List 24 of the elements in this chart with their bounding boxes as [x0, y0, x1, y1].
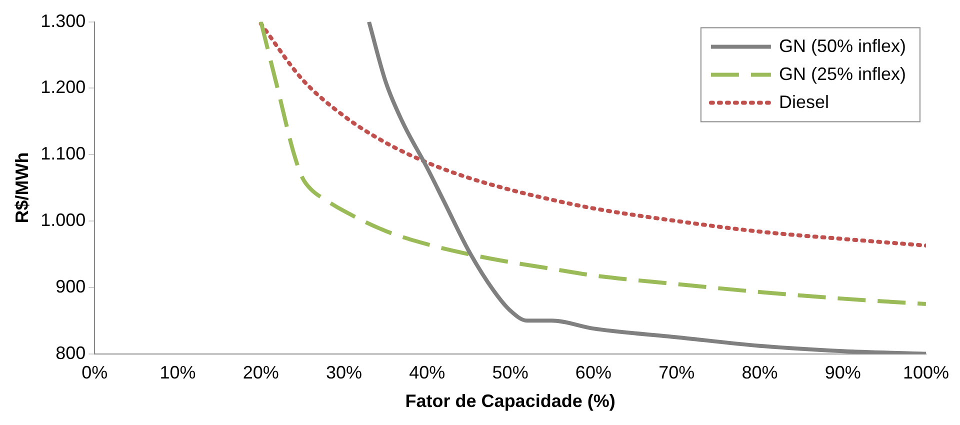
x-tick-label: 40% [409, 362, 446, 383]
x-tick-label: 60% [575, 362, 612, 383]
x-axis-title: Fator de Capacidade (%) [405, 391, 616, 412]
legend-label: GN (25% inflex) [778, 64, 906, 84]
y-tick-label: 800 [56, 342, 86, 363]
y-axis-title: R$/MWh [12, 152, 32, 224]
x-tick-label: 100% [902, 362, 950, 383]
y-tick-label: 1.200 [40, 77, 86, 98]
x-tick-label: 50% [492, 362, 528, 383]
y-tick-label: 1.100 [40, 144, 86, 164]
x-tick-label: 80% [742, 362, 778, 383]
x-tick-label: 30% [326, 362, 362, 383]
y-tick-label: 900 [56, 276, 86, 296]
x-tick-label: 0% [82, 362, 108, 383]
x-tick-label: 70% [658, 362, 695, 383]
y-tick-label: 1.000 [40, 210, 86, 230]
legend-label: GN (50% inflex) [778, 36, 906, 56]
line-series [258, 22, 926, 248]
x-tick-label: 10% [160, 362, 196, 383]
y-tick-label: 1.300 [40, 10, 86, 31]
x-tick-label: 20% [242, 362, 279, 383]
legend-label: Diesel [778, 92, 829, 112]
x-tick-label: 90% [824, 362, 861, 383]
line-series [258, 22, 926, 306]
